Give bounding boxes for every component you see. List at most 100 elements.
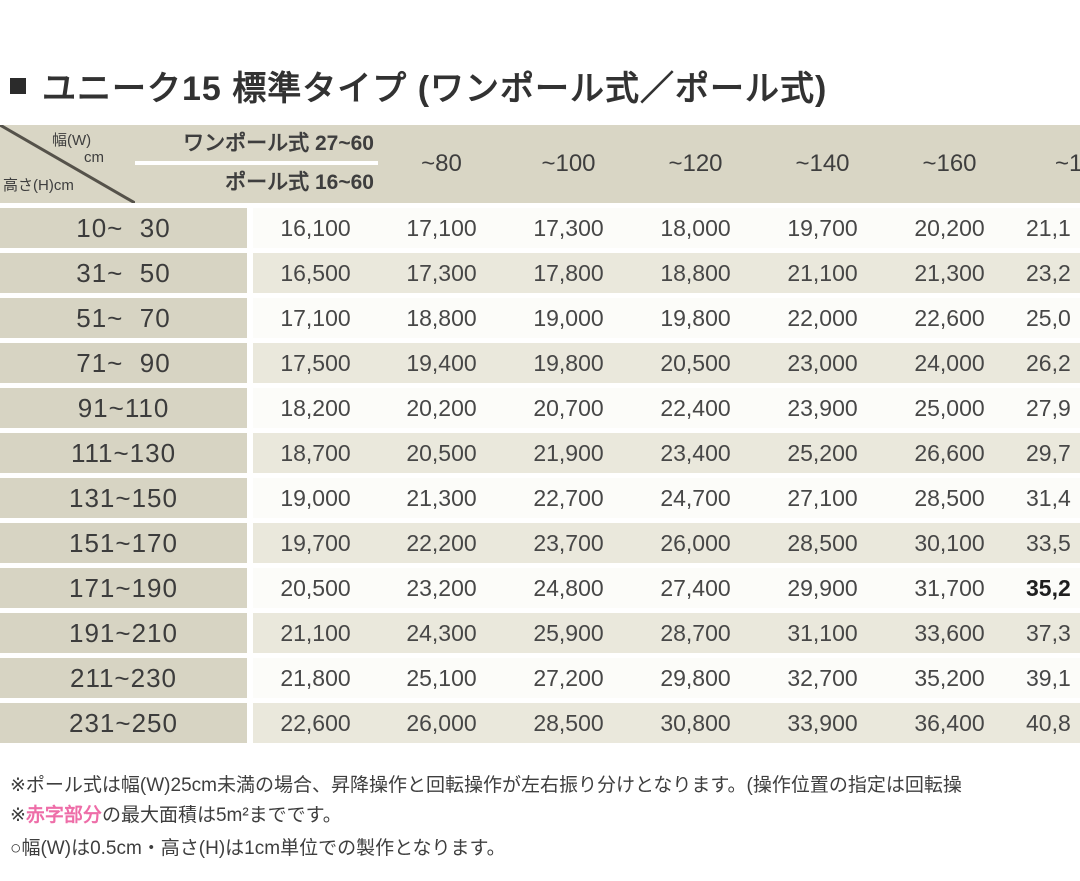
price-cell: 36,400 — [914, 710, 985, 736]
price-cell: 20,500 — [280, 575, 351, 601]
price-cell: 21,1 — [1026, 215, 1071, 241]
price-cell: 25,000 — [914, 395, 985, 421]
price-cell: 27,200 — [533, 665, 604, 691]
price-cell: 21,300 — [406, 485, 477, 511]
table-row: 211~230 21,800 25,100 27,200 29,800 32,700 35,… — [0, 658, 1080, 698]
price-cell: 26,000 — [406, 710, 477, 736]
row-height-label: 151~170 — [0, 523, 247, 563]
price-cell: 21,900 — [533, 440, 604, 466]
price-cell: 37,3 — [1026, 620, 1071, 646]
one-pole-range-header: ワンポール式 27~60 — [135, 125, 378, 165]
price-cell: 24,700 — [660, 485, 731, 511]
price-cell: 19,700 — [787, 215, 858, 241]
price-cell: 27,400 — [660, 575, 731, 601]
table-row: 91~110 18,200 20,200 20,700 22,400 23,900 25,0… — [0, 388, 1080, 428]
price-cell: 31,100 — [787, 620, 858, 646]
price-cell: 20,700 — [533, 395, 604, 421]
price-cell: 29,900 — [787, 575, 858, 601]
column-header: ~80 — [421, 150, 462, 177]
row-values: 17,100 18,800 19,000 19,800 22,000 22,600 25,0 — [253, 298, 1080, 338]
table-body: 10~ 30 16,100 17,100 17,300 18,000 19,700 20,2… — [0, 208, 1080, 743]
price-cell: 26,600 — [914, 440, 985, 466]
price-cell: 16,100 — [280, 215, 351, 241]
pole-range-header: ポール式 16~60 — [225, 171, 374, 194]
price-cell: 17,800 — [533, 260, 604, 286]
row-height-label: 91~110 — [0, 388, 247, 428]
price-cell: 19,400 — [406, 350, 477, 376]
price-cell: 33,900 — [787, 710, 858, 736]
price-cell: 31,700 — [914, 575, 985, 601]
price-cell: 20,500 — [660, 350, 731, 376]
table-row: 71~ 90 17,500 19,400 19,800 20,500 23,000 24,0… — [0, 343, 1080, 383]
price-cell: 29,7 — [1026, 440, 1071, 466]
price-cell: 27,100 — [787, 485, 858, 511]
footnote-pole-operation: ※ポール式は幅(W)25cm未満の場合、昇降操作と回転操作が左右振り分けとなりま… — [10, 775, 962, 796]
price-cell: 23,400 — [660, 440, 731, 466]
price-cell: 18,800 — [406, 305, 477, 331]
table-row: 111~130 18,700 20,500 21,900 23,400 25,200 26,… — [0, 433, 1080, 473]
corner-width-unit: cm — [84, 149, 104, 166]
price-cell: 19,800 — [660, 305, 731, 331]
table-row: 10~ 30 16,100 17,100 17,300 18,000 19,700 20,2… — [0, 208, 1080, 248]
pole-type-header: ワンポール式 27~60 ポール式 16~60 — [135, 125, 378, 203]
price-cell: 17,500 — [280, 350, 351, 376]
price-cell: 19,000 — [280, 485, 351, 511]
corner-cell: 幅(W) cm 高さ(H)cm — [0, 125, 135, 203]
price-cell: 21,100 — [280, 620, 351, 646]
price-cell: 39,1 — [1026, 665, 1071, 691]
price-cell: 18,000 — [660, 215, 731, 241]
footnote-rest: の最大面積は5m²までです。 — [101, 805, 342, 826]
row-values: 19,700 22,200 23,700 26,000 28,500 30,100 33,5 — [253, 523, 1080, 563]
footnote-unit-size: ○幅(W)は0.5cm・高さ(H)は1cm単位での製作となります。 — [10, 838, 506, 859]
column-header: ~120 — [668, 150, 723, 177]
footnote-prefix: ※ — [10, 805, 26, 826]
price-cell: 23,2 — [1026, 260, 1071, 286]
price-cell: 22,700 — [533, 485, 604, 511]
price-cell: 23,000 — [787, 350, 858, 376]
column-header: ~1 — [1055, 150, 1080, 177]
price-cell: 19,800 — [533, 350, 604, 376]
price-cell: 23,700 — [533, 530, 604, 556]
table-row: 231~250 22,600 26,000 28,500 30,800 33,900 36,… — [0, 703, 1080, 743]
diagonal-divider — [0, 125, 135, 203]
row-values: 16,500 17,300 17,800 18,800 21,100 21,300 23,2 — [253, 253, 1080, 293]
page-title: ユニーク15 標準タイプ (ワンポール式／ポール式) — [42, 69, 828, 108]
row-height-label: 71~ 90 — [0, 343, 247, 383]
table-row: 191~210 21,100 24,300 25,900 28,700 31,100 33,… — [0, 613, 1080, 653]
row-height-label: 211~230 — [0, 658, 247, 698]
price-cell: 21,300 — [914, 260, 985, 286]
price-cell: 26,000 — [660, 530, 731, 556]
row-height-label: 51~ 70 — [0, 298, 247, 338]
price-cell: 33,5 — [1026, 530, 1071, 556]
row-values: 21,100 24,300 25,900 28,700 31,100 33,600 37,3 — [253, 613, 1080, 653]
price-cell: 21,800 — [280, 665, 351, 691]
price-cell: 25,200 — [787, 440, 858, 466]
row-height-label: 191~210 — [0, 613, 247, 653]
price-cell: 29,800 — [660, 665, 731, 691]
table-row: 171~190 20,500 23,200 24,800 27,400 29,900 31,… — [0, 568, 1080, 608]
row-height-label: 111~130 — [0, 433, 247, 473]
price-cell: 22,400 — [660, 395, 731, 421]
price-cell: 17,100 — [406, 215, 477, 241]
price-cell: 22,600 — [280, 710, 351, 736]
price-cell: 30,800 — [660, 710, 731, 736]
row-values: 17,500 19,400 19,800 20,500 23,000 24,000 26,2 — [253, 343, 1080, 383]
price-table: 幅(W) cm 高さ(H)cm ワンポール式 27~60 ポール式 16~60 … — [0, 125, 1080, 748]
price-cell: 28,500 — [787, 530, 858, 556]
row-height-label: 231~250 — [0, 703, 247, 743]
price-cell: 28,500 — [533, 710, 604, 736]
row-height-label: 131~150 — [0, 478, 247, 518]
table-row: 151~170 19,700 22,200 23,700 26,000 28,500 30,… — [0, 523, 1080, 563]
price-cell: 17,300 — [406, 260, 477, 286]
column-headers: ~80 ~100 ~120 ~140 ~160 ~1 — [378, 125, 1080, 203]
price-cell: 32,700 — [787, 665, 858, 691]
price-cell: 35,2 — [1026, 575, 1071, 601]
price-cell: 17,100 — [280, 305, 351, 331]
row-values: 16,100 17,100 17,300 18,000 19,700 20,200 21,1 — [253, 208, 1080, 248]
price-cell: 24,000 — [914, 350, 985, 376]
price-cell: 26,2 — [1026, 350, 1071, 376]
row-height-label: 10~ 30 — [0, 208, 247, 248]
price-cell: 23,900 — [787, 395, 858, 421]
corner-height-label: 高さ(H)cm — [3, 177, 74, 194]
price-cell: 40,8 — [1026, 710, 1071, 736]
